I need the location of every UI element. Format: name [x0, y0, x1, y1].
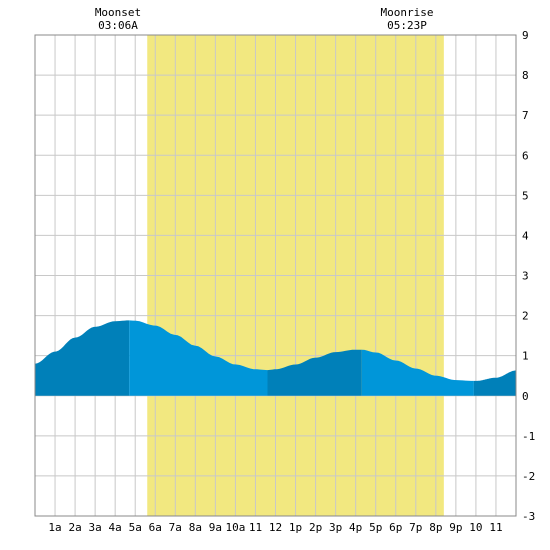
y-tick-label: 3 — [522, 270, 529, 283]
moonrise-time: 05:23P — [387, 19, 427, 32]
y-tick-label: 7 — [522, 109, 529, 122]
moonrise-label: Moonrise 05:23P — [374, 6, 440, 32]
moonset-time: 03:06A — [98, 19, 138, 32]
x-tick-label: 1a — [48, 521, 61, 534]
moonset-title: Moonset — [94, 6, 142, 19]
x-tick-label: 1p — [289, 521, 302, 534]
y-tick-label: 4 — [522, 229, 529, 242]
x-tick-label: 3a — [89, 521, 102, 534]
x-tick-label: 10a — [225, 521, 245, 534]
y-tick-label: 1 — [522, 350, 529, 363]
x-tick-label: 2p — [309, 521, 322, 534]
y-tick-label: -1 — [522, 430, 535, 443]
tide-area-segment — [361, 349, 474, 396]
x-tick-label: 4a — [109, 521, 122, 534]
moonrise-title: Moonrise — [380, 6, 434, 19]
x-tick-label: 9a — [209, 521, 222, 534]
tide-area-segment — [129, 320, 268, 396]
x-tick-label: 5a — [129, 521, 142, 534]
x-tick-label: 6a — [149, 521, 162, 534]
y-tick-label: 0 — [522, 390, 529, 403]
x-tick-label: 12 — [269, 521, 282, 534]
y-tick-label: -3 — [522, 510, 535, 523]
moonset-label: Moonset 03:06A — [88, 6, 148, 32]
y-tick-label: 2 — [522, 310, 529, 323]
x-tick-label: 7p — [409, 521, 422, 534]
y-tick-label: -2 — [522, 470, 535, 483]
y-tick-label: 5 — [522, 189, 529, 202]
x-tick-label: 8p — [429, 521, 442, 534]
plot-frame — [34, 34, 517, 517]
x-tick-label: 7a — [169, 521, 182, 534]
tide-area-segment — [267, 349, 362, 396]
x-tick-label: 8a — [189, 521, 202, 534]
x-tick-label: 4p — [349, 521, 362, 534]
x-tick-label: 2a — [68, 521, 81, 534]
x-tick-label: 10 — [469, 521, 482, 534]
y-tick-label: 8 — [522, 69, 529, 82]
y-tick-label: 9 — [522, 29, 529, 42]
x-tick-label: 11 — [489, 521, 502, 534]
x-tick-label: 3p — [329, 521, 342, 534]
x-tick-label: 6p — [389, 521, 402, 534]
x-tick-label: 5p — [369, 521, 382, 534]
tide-area-segment — [473, 370, 516, 396]
x-tick-label: 9p — [449, 521, 462, 534]
x-tick-label: 11 — [249, 521, 262, 534]
tide-area-segment — [35, 320, 130, 396]
y-tick-label: 6 — [522, 149, 529, 162]
